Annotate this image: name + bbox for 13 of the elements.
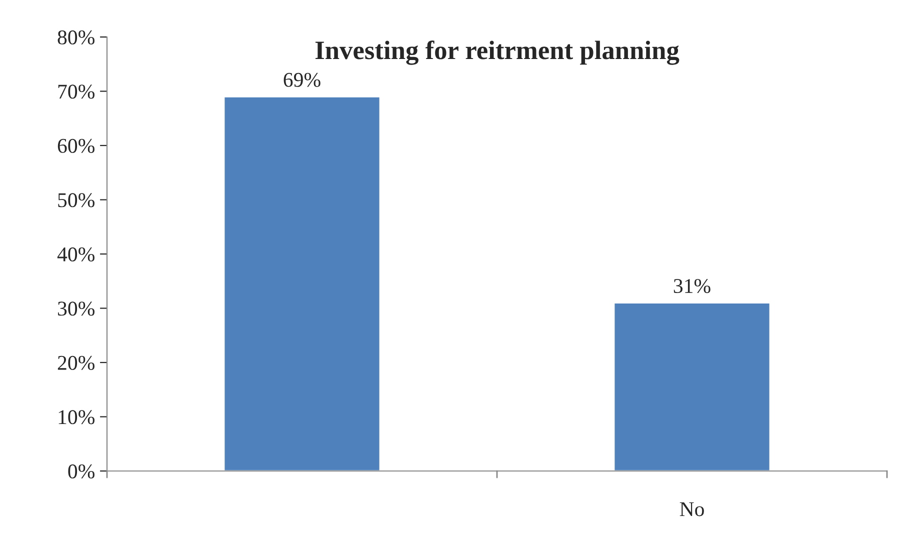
y-tick-label: 10% xyxy=(58,410,94,424)
x-tick-label: No xyxy=(680,502,704,516)
y-tick-label: 30% xyxy=(58,302,94,316)
y-tick-label: 40% xyxy=(57,247,94,262)
data-label: 31% xyxy=(674,278,710,294)
y-tick-label: 70% xyxy=(58,84,94,99)
y-tick-label: 50% xyxy=(58,193,94,208)
data-label: 69% xyxy=(284,72,320,87)
y-tick-label: 60% xyxy=(58,138,94,153)
y-tick-label: 0% xyxy=(68,464,94,478)
y-tick-label: 80% xyxy=(58,30,94,44)
y-tick-label: 20% xyxy=(58,356,94,370)
chart-title: Investing for reitrment planning xyxy=(315,40,680,65)
